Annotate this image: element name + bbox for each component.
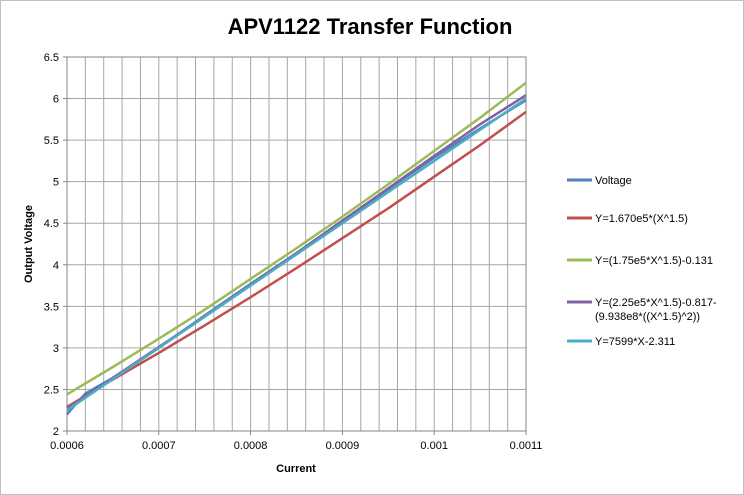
chart-title: APV1122 Transfer Function xyxy=(228,14,513,39)
y-tick-label: 6.5 xyxy=(44,52,59,64)
y-axis-label: Output Voltage xyxy=(23,205,35,283)
x-tick-label: 0.0006 xyxy=(50,440,84,452)
legend-label-4: (9.938e8*((X^1.5)^2)) xyxy=(595,311,700,323)
y-tick-label: 2 xyxy=(53,426,59,438)
series-line-5 xyxy=(66,97,527,412)
x-tick-label: 0.0011 xyxy=(510,440,543,452)
series-line-3 xyxy=(66,81,527,396)
y-tick-label: 3.5 xyxy=(44,301,59,313)
x-tick-label: 0.0008 xyxy=(234,440,268,452)
legend-label-5: Y=7599*X-2.311 xyxy=(595,336,675,348)
y-axis-ticks: 2 2.5 3 3.5 4 4.5 5 5.5 6 6.5 xyxy=(44,52,67,438)
legend-label-2: Y=1.670e5*(X^1.5) xyxy=(595,213,688,225)
y-tick-label: 2.5 xyxy=(44,384,59,396)
legend-label-4: Y=(2.25e5*X^1.5)-0.817- xyxy=(595,297,717,309)
grid xyxy=(67,57,526,431)
x-tick-label: 0.001 xyxy=(420,440,448,452)
x-tick-label: 0.0009 xyxy=(326,440,360,452)
x-axis-ticks: 0.0006 0.0007 0.0008 0.0009 0.001 0.0011 xyxy=(50,431,542,452)
y-tick-label: 6 xyxy=(53,94,59,106)
legend: Voltage Y=1.670e5*(X^1.5) Y=(1.75e5*X^1.5)… xyxy=(567,175,717,348)
y-tick-label: 5.5 xyxy=(44,135,59,147)
y-tick-label: 4.5 xyxy=(44,218,59,230)
legend-label-3: Y=(1.75e5*X^1.5)-0.131 xyxy=(595,255,713,267)
plot-area xyxy=(66,56,527,432)
x-axis-label: Current xyxy=(276,463,316,475)
y-tick-label: 3 xyxy=(53,343,59,355)
x-tick-label: 0.0007 xyxy=(142,440,176,452)
y-tick-label: 5 xyxy=(53,177,59,189)
y-tick-label: 4 xyxy=(53,260,59,272)
legend-label-1: Voltage xyxy=(595,175,632,187)
series-lines xyxy=(66,81,527,416)
series-line-2 xyxy=(66,110,527,408)
